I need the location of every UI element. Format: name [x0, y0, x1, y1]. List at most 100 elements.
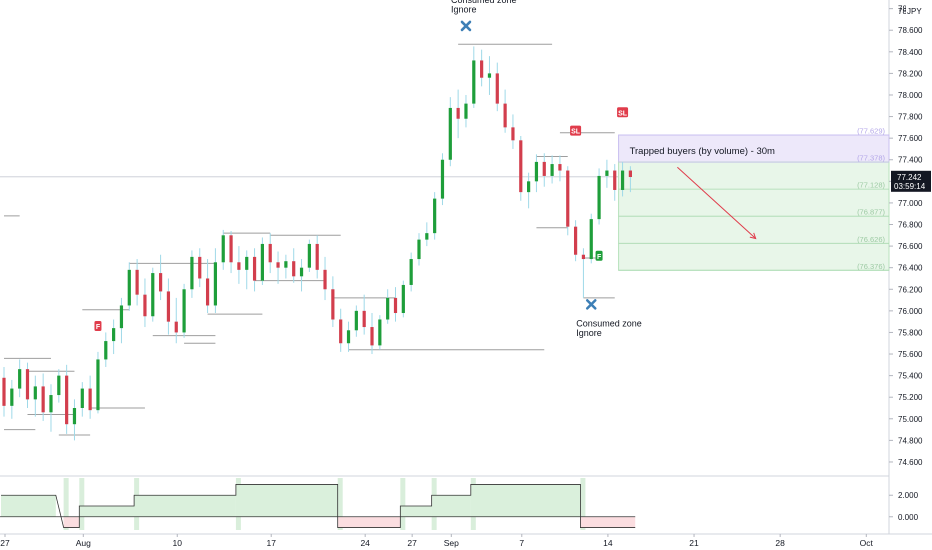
- indicator-positive-area: [400, 506, 432, 517]
- price-tick-label: 76.200: [898, 285, 923, 294]
- candle-up: [151, 273, 155, 317]
- indicator-signal-band: [400, 478, 406, 530]
- candle-up: [245, 256, 249, 270]
- candle-down: [495, 73, 499, 104]
- candle-up: [80, 388, 84, 408]
- zone-level-label: (77.629): [857, 127, 885, 136]
- candle-down: [456, 107, 460, 119]
- indicator-positive-area: [235, 484, 338, 517]
- zone-level-label: (76.626): [857, 235, 885, 244]
- candle-down: [519, 140, 523, 193]
- candle-up: [487, 73, 492, 78]
- candle-up: [597, 175, 601, 220]
- price-tick-label: 78.200: [898, 69, 923, 78]
- price-tick-label: 78.400: [898, 48, 923, 57]
- indicator-tick-label: 2.000: [898, 491, 919, 500]
- flag-marker: [595, 250, 603, 261]
- annotation-text: Ignore: [451, 4, 477, 14]
- candle-up: [112, 328, 116, 342]
- price-tick-label: 75.600: [898, 350, 923, 359]
- candle-up: [190, 256, 194, 290]
- candle-down: [41, 386, 45, 413]
- candle-down: [229, 235, 233, 263]
- indicator-negative-area: [580, 516, 636, 528]
- candle-up: [299, 267, 304, 277]
- candle-down: [370, 327, 374, 346]
- time-tick-label: 27: [0, 538, 10, 548]
- price-tick-label: 77.800: [898, 113, 923, 122]
- trapped-buyers-label: Trapped buyers (by volume) - 30m: [630, 146, 775, 157]
- zones: Trapped buyers (by volume) - 30m (77.629)…: [618, 127, 890, 271]
- time-tick-label: Sep: [444, 538, 459, 548]
- candle-down: [237, 262, 241, 270]
- candle-up: [284, 261, 288, 268]
- price-tick-label: 75.200: [898, 393, 923, 402]
- candle-up: [417, 239, 421, 260]
- candle-down: [503, 103, 507, 128]
- candle-up: [307, 243, 311, 268]
- indicator-negative-area: [63, 516, 80, 528]
- candle-down: [393, 297, 398, 314]
- candle-up: [10, 388, 14, 406]
- flag-label: SL: [571, 129, 581, 136]
- candle-up: [534, 161, 539, 182]
- indicator-positive-area: [134, 495, 236, 517]
- time-tick-label: 10: [173, 538, 183, 548]
- price-tick-label: 76.800: [898, 221, 923, 230]
- candle-down: [339, 319, 343, 344]
- candle-down: [268, 243, 272, 263]
- price-tick-label: 77.600: [898, 134, 923, 143]
- indicator-pane: [0, 478, 636, 530]
- flag-label: F: [597, 254, 602, 261]
- zone-level-label: (77.378): [857, 154, 885, 163]
- candle-up: [72, 408, 77, 425]
- time-tick-label: Aug: [76, 538, 91, 548]
- time-tick-label: 14: [603, 538, 613, 548]
- candle-down: [362, 310, 366, 328]
- candle-up: [409, 259, 413, 285]
- countdown-label: 03:59:14: [894, 182, 926, 191]
- candle-up: [440, 159, 445, 199]
- flag-label: F: [96, 324, 101, 331]
- time-tick-label: 17: [266, 538, 276, 548]
- candle-down: [566, 170, 570, 227]
- candle-down: [159, 273, 163, 292]
- candle-up: [378, 319, 382, 346]
- currency-badge: [906, 5, 928, 16]
- candle-down: [558, 164, 562, 171]
- annotation-text: Consumed zone: [576, 318, 642, 328]
- price-tick-label: 75.400: [898, 372, 923, 381]
- candle-down: [511, 127, 515, 141]
- candle-up: [96, 359, 100, 411]
- candle-down: [323, 269, 327, 290]
- candle-down: [166, 291, 171, 322]
- current-price-label: 77.242: [897, 173, 922, 182]
- candle-up: [127, 269, 131, 306]
- candle-up: [589, 219, 593, 260]
- candle-down: [198, 256, 202, 279]
- flag-marker: [570, 125, 582, 136]
- candle-up: [57, 375, 61, 396]
- candle-up: [104, 341, 108, 360]
- price-tick-label: 74.600: [898, 458, 923, 467]
- candle-down: [2, 377, 6, 406]
- indicator-signal-band: [337, 478, 343, 530]
- zone-level-label: (76.376): [857, 262, 885, 271]
- price-tick-label: 76.600: [898, 242, 923, 251]
- annotation-text: Consumed zone: [451, 0, 517, 5]
- price-tick-label: 76.000: [898, 307, 923, 316]
- candle-up: [550, 164, 554, 176]
- candle-up: [433, 198, 437, 234]
- candle-up: [448, 107, 452, 160]
- arrow-line: [677, 166, 757, 239]
- candle-up: [527, 181, 531, 193]
- candle-down: [205, 278, 210, 306]
- candle-up: [354, 310, 358, 331]
- zone-level-label: (77.128): [857, 181, 885, 190]
- cross-marker-icon: [585, 299, 597, 310]
- price-tick-label: 74.800: [898, 436, 923, 445]
- price-tick-label: 77.400: [898, 156, 923, 165]
- candle-down: [88, 388, 92, 411]
